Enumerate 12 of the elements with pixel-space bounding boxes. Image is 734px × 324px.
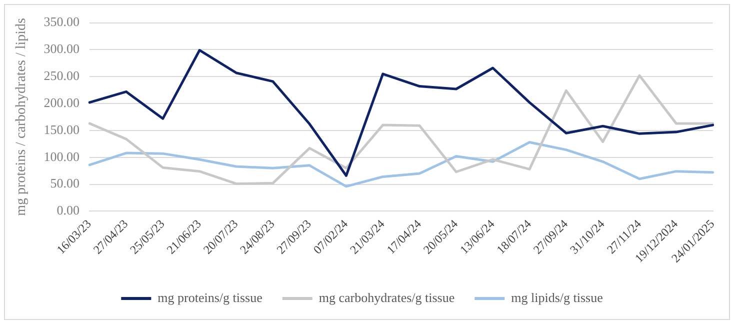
y-tick-label: 100.00 bbox=[44, 148, 80, 164]
y-tick-label: 350.00 bbox=[44, 14, 80, 30]
y-axis-title: mg proteins / carbohydrates / lipids bbox=[14, 18, 30, 216]
y-tick-label: 50.00 bbox=[50, 176, 80, 191]
legend-label: mg carbohydrates/g tissue bbox=[318, 290, 455, 305]
y-tick-label: 250.00 bbox=[44, 68, 80, 84]
y-tick-label: 150.00 bbox=[44, 122, 80, 137]
y-tick-label: 300.00 bbox=[44, 41, 80, 56]
y-tick-label: 0.00 bbox=[56, 202, 80, 218]
y-tick-label: 200.00 bbox=[44, 94, 80, 110]
legend-label: mg proteins/g tissue bbox=[158, 290, 263, 305]
legend-label: mg lipids/g tissue bbox=[511, 290, 604, 305]
